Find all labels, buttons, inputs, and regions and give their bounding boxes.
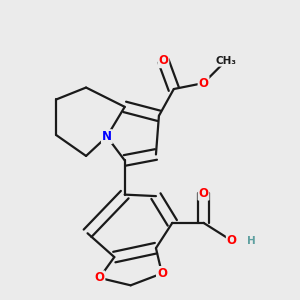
Text: O: O	[157, 267, 167, 280]
Text: O: O	[227, 234, 237, 247]
Text: H: H	[247, 236, 256, 246]
Text: CH₃: CH₃	[215, 56, 236, 66]
Text: O: O	[94, 272, 104, 284]
Text: N: N	[102, 130, 112, 143]
Text: O: O	[199, 76, 208, 90]
Text: O: O	[199, 187, 208, 200]
Text: O: O	[158, 54, 168, 67]
